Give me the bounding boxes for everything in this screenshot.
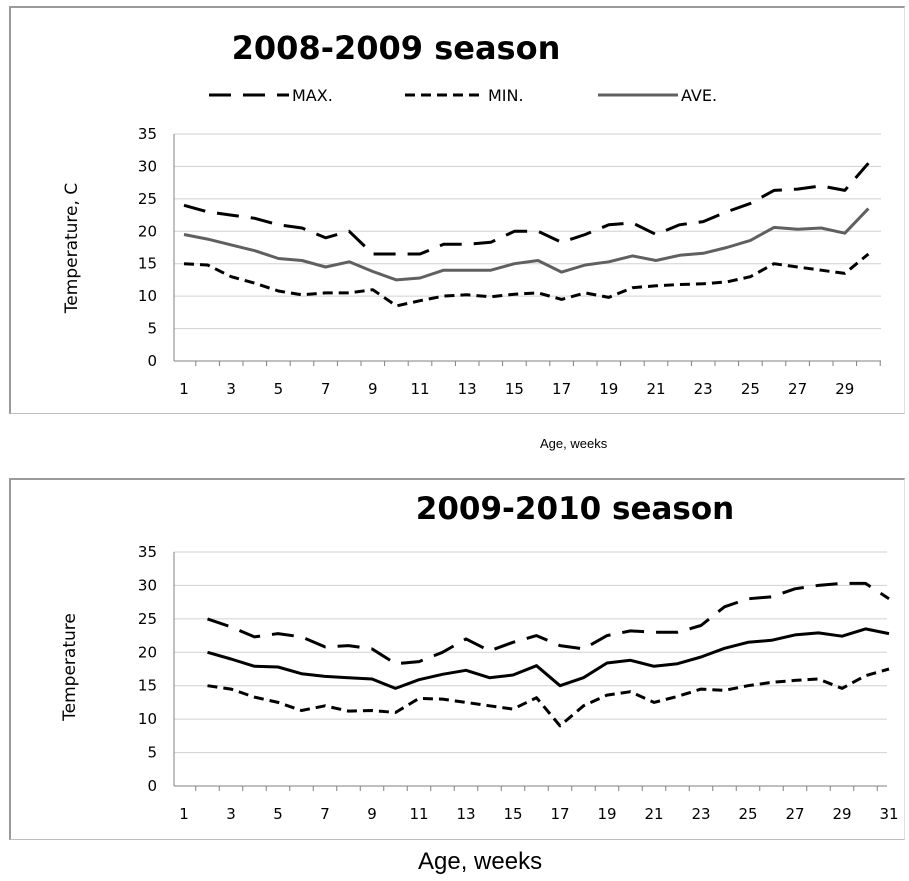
series-line-max: [183, 162, 870, 256]
y-tick-label: 25: [138, 610, 157, 628]
x-tick-label: 1: [179, 380, 189, 398]
chart-panel-2008-2009: 2008-2009 season 0 5 10 15 20 25 30 35 1 3 5 7 9 11 13 1…: [9, 6, 905, 414]
y-tick-label: 15: [138, 255, 157, 273]
x-tick-label: 27: [785, 805, 804, 823]
x-tick-label: 13: [456, 805, 475, 823]
x-tick-label: 17: [550, 805, 569, 823]
chart-title: 2009-2010 season: [416, 491, 734, 527]
series-line-3: [207, 627, 890, 690]
x-tick-label: 9: [367, 805, 377, 823]
x-tick-label: 27: [788, 380, 807, 398]
x-tick-label: 23: [694, 380, 713, 398]
y-axis-label: Temperature: [60, 613, 80, 722]
y-tick-label: 20: [138, 222, 157, 240]
x-tick-label: 25: [741, 380, 760, 398]
x-tick-label: 7: [320, 805, 330, 823]
series-line-ave: [183, 207, 870, 282]
y-tick-label: 35: [138, 125, 157, 143]
x-axis-label: Age, weeks: [540, 436, 608, 451]
legend-label: MAX.: [292, 86, 333, 105]
series-line-1: [207, 581, 890, 666]
x-tick-label: 21: [646, 380, 665, 398]
x-tick-label: 29: [832, 805, 851, 823]
y-tick-label: 35: [138, 543, 157, 561]
x-tick-label: 23: [691, 805, 710, 823]
x-tick-label: 7: [321, 380, 331, 398]
x-tick-label: 3: [226, 380, 236, 398]
series-line-2: [207, 667, 890, 728]
y-tick-label: 5: [147, 320, 157, 338]
y-tick-label: 15: [138, 677, 157, 695]
x-tick-label: 13: [458, 380, 477, 398]
y-tick-label: 0: [147, 777, 157, 795]
legend-label: MIN.: [488, 86, 524, 105]
x-tick-label: 21: [644, 805, 663, 823]
y-tick-label: 5: [147, 744, 157, 762]
x-tick-label: 19: [597, 805, 616, 823]
x-tick-label: 5: [274, 380, 284, 398]
x-tick-label: 17: [552, 380, 571, 398]
x-axis-label: Age, weeks: [418, 848, 543, 875]
x-tick-label: 19: [599, 380, 618, 398]
chart-panel-2009-2010: 2009-2010 season 0 5 10 15 20 25 30 35 1 3 5 7 9 11 13 1…: [9, 478, 905, 840]
y-tick-label: 0: [147, 352, 157, 370]
series-line-min: [183, 252, 870, 308]
y-tick-label: 30: [138, 576, 157, 594]
y-tick-label: 10: [138, 287, 157, 305]
chart-title: 2008-2009 season: [232, 29, 561, 67]
x-tick-label: 3: [226, 805, 236, 823]
x-tick-label: 11: [410, 380, 429, 398]
y-axis-label: Temperature, C: [62, 183, 82, 314]
x-tick-label: 11: [409, 805, 428, 823]
x-tick-label: 5: [273, 805, 283, 823]
x-tick-label: 29: [835, 380, 854, 398]
y-tick-label: 25: [138, 190, 157, 208]
y-tick-label: 20: [138, 643, 157, 661]
x-tick-label: 25: [738, 805, 757, 823]
x-tick-label: 15: [503, 805, 522, 823]
y-tick-label: 30: [138, 157, 157, 175]
x-tick-label: 1: [179, 805, 189, 823]
x-tick-label: 15: [505, 380, 524, 398]
legend-label: AVE.: [681, 86, 717, 105]
y-tick-label: 10: [138, 710, 157, 728]
x-tick-label: 31: [879, 805, 898, 823]
x-tick-label: 9: [368, 380, 378, 398]
